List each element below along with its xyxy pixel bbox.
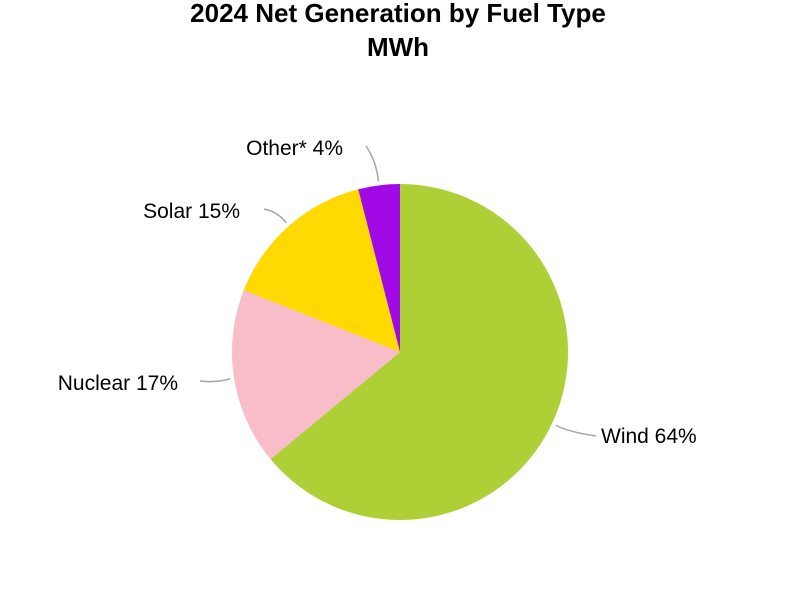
leader-line-nuclear <box>199 378 231 383</box>
leader-line-other <box>365 145 380 182</box>
pie-slice-other <box>358 184 400 352</box>
data-label-wind: Wind 64% <box>601 425 697 448</box>
slice-labels: Wind 64% Nuclear 17% Solar 15% Other* 4% <box>58 137 697 448</box>
chart-subtitle: MWh <box>367 32 429 62</box>
leader-line-solar <box>263 208 287 224</box>
leader-line-wind <box>555 424 597 437</box>
data-label-solar: Solar 15% <box>143 200 240 223</box>
pie-slice-solar <box>243 189 400 352</box>
pie-slice-wind <box>270 184 569 520</box>
pie-slice-nuclear <box>232 290 400 460</box>
leader-lines <box>199 145 597 437</box>
pie-slices <box>232 184 569 520</box>
chart-title: 2024 Net Generation by Fuel Type <box>190 0 606 28</box>
data-label-nuclear: Nuclear 17% <box>58 372 178 395</box>
data-label-other: Other* 4% <box>246 137 343 160</box>
